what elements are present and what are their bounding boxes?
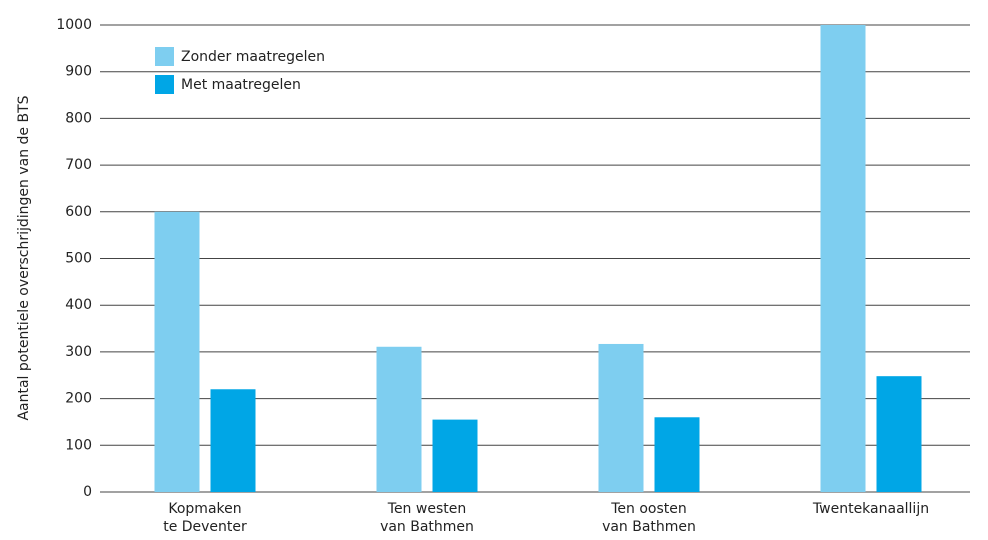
x-tick-label: Kopmaken te Deventer [163, 501, 247, 535]
bar [210, 389, 256, 492]
bar [654, 417, 700, 492]
y-tick-label: 500 [65, 251, 92, 267]
y-tick-label: 700 [65, 157, 92, 173]
legend-swatch [155, 75, 174, 94]
bar [432, 419, 478, 492]
legend-label: Zonder maatregelen [181, 49, 325, 65]
y-tick-label: 200 [65, 391, 92, 407]
bar [820, 25, 866, 492]
x-tick-label: Ten westen van Bathmen [380, 501, 474, 535]
bar [598, 343, 644, 492]
y-tick-label: 400 [65, 297, 92, 313]
y-tick-label: 600 [65, 204, 92, 220]
x-tick-label: Ten oosten van Bathmen [602, 501, 696, 535]
bar [154, 211, 200, 493]
bar [376, 346, 422, 492]
y-tick-label: 900 [65, 64, 92, 80]
x-tick-label: Twentekanaallijn [812, 501, 930, 517]
y-tick-label: 100 [65, 437, 92, 453]
y-axis-label: Aantal potentiele overschrijdingen van d… [16, 95, 32, 420]
y-tick-label: 0 [83, 484, 92, 500]
legend-label: Met maatregelen [181, 77, 301, 93]
y-tick-label: 1000 [56, 17, 92, 33]
bar [876, 376, 922, 492]
y-tick-label: 800 [65, 110, 92, 126]
y-tick-label: 300 [65, 344, 92, 360]
legend-swatch [155, 47, 174, 66]
